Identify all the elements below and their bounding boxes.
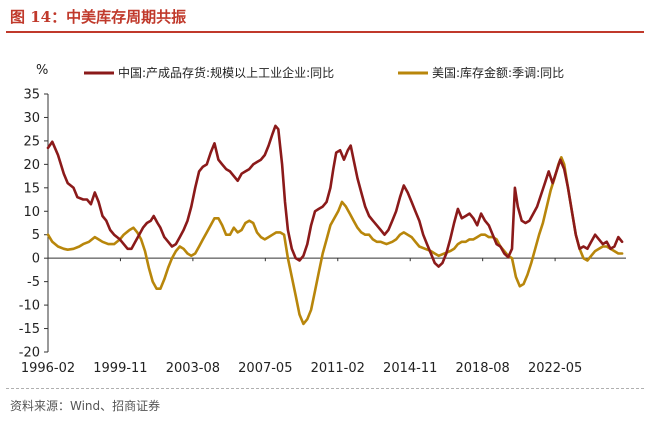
x-tick-label: 1999-11	[93, 361, 147, 376]
x-tick-label: 2022-05	[528, 361, 582, 376]
x-tick-label: 2011-02	[311, 361, 365, 376]
series-line-china	[46, 124, 624, 268]
x-tick-label: 2014-11	[383, 361, 437, 376]
y-tick-label: -10	[19, 299, 40, 314]
footer-divider	[6, 388, 644, 389]
legend-label-china: 中国:产成品存货:规模以上工业企业:同比	[118, 65, 334, 80]
y-tick-label: 30	[23, 111, 40, 126]
y-tick-label: 10	[23, 205, 40, 220]
line-chart: % 35 30 25 20 15 10 5 0 -5 -10 -15 -20 1996-02 1999-…	[19, 63, 626, 376]
legend: 中国:产成品存货:规模以上工业企业:同比 美国:库存金额:季调:同比	[84, 65, 564, 80]
y-tick-label: 25	[23, 134, 40, 149]
x-tick-label: 1996-02	[21, 361, 75, 376]
series-layer	[46, 124, 624, 326]
y-tick-label: 0	[32, 252, 40, 267]
y-tick-label: 20	[23, 158, 40, 173]
x-tick-label: 2018-08	[455, 361, 509, 376]
y-tick-label: 15	[23, 181, 40, 196]
figure-title: 图 14：中美库存周期共振	[10, 8, 187, 26]
x-axis: 1996-02 1999-11 2003-08 2007-05 2011-02 2014-…	[21, 257, 626, 376]
y-tick-label: 35	[23, 88, 40, 103]
y-tick-label: -15	[19, 322, 40, 337]
y-tick-label: -5	[27, 275, 40, 290]
x-tick-label: 2003-08	[166, 361, 220, 376]
source-note: 资料来源：Wind、招商证券	[10, 399, 161, 413]
x-tick-label: 2007-05	[238, 361, 292, 376]
y-tick-label: 5	[32, 228, 40, 243]
title-divider	[6, 31, 644, 33]
y-tick-label: -20	[19, 346, 40, 361]
legend-label-us: 美国:库存金额:季调:同比	[432, 65, 564, 80]
y-unit-label: %	[36, 63, 48, 78]
y-axis: 35 30 25 20 15 10 5 0 -5 -10 -15 -20	[19, 88, 49, 361]
series-line-us	[46, 156, 624, 326]
